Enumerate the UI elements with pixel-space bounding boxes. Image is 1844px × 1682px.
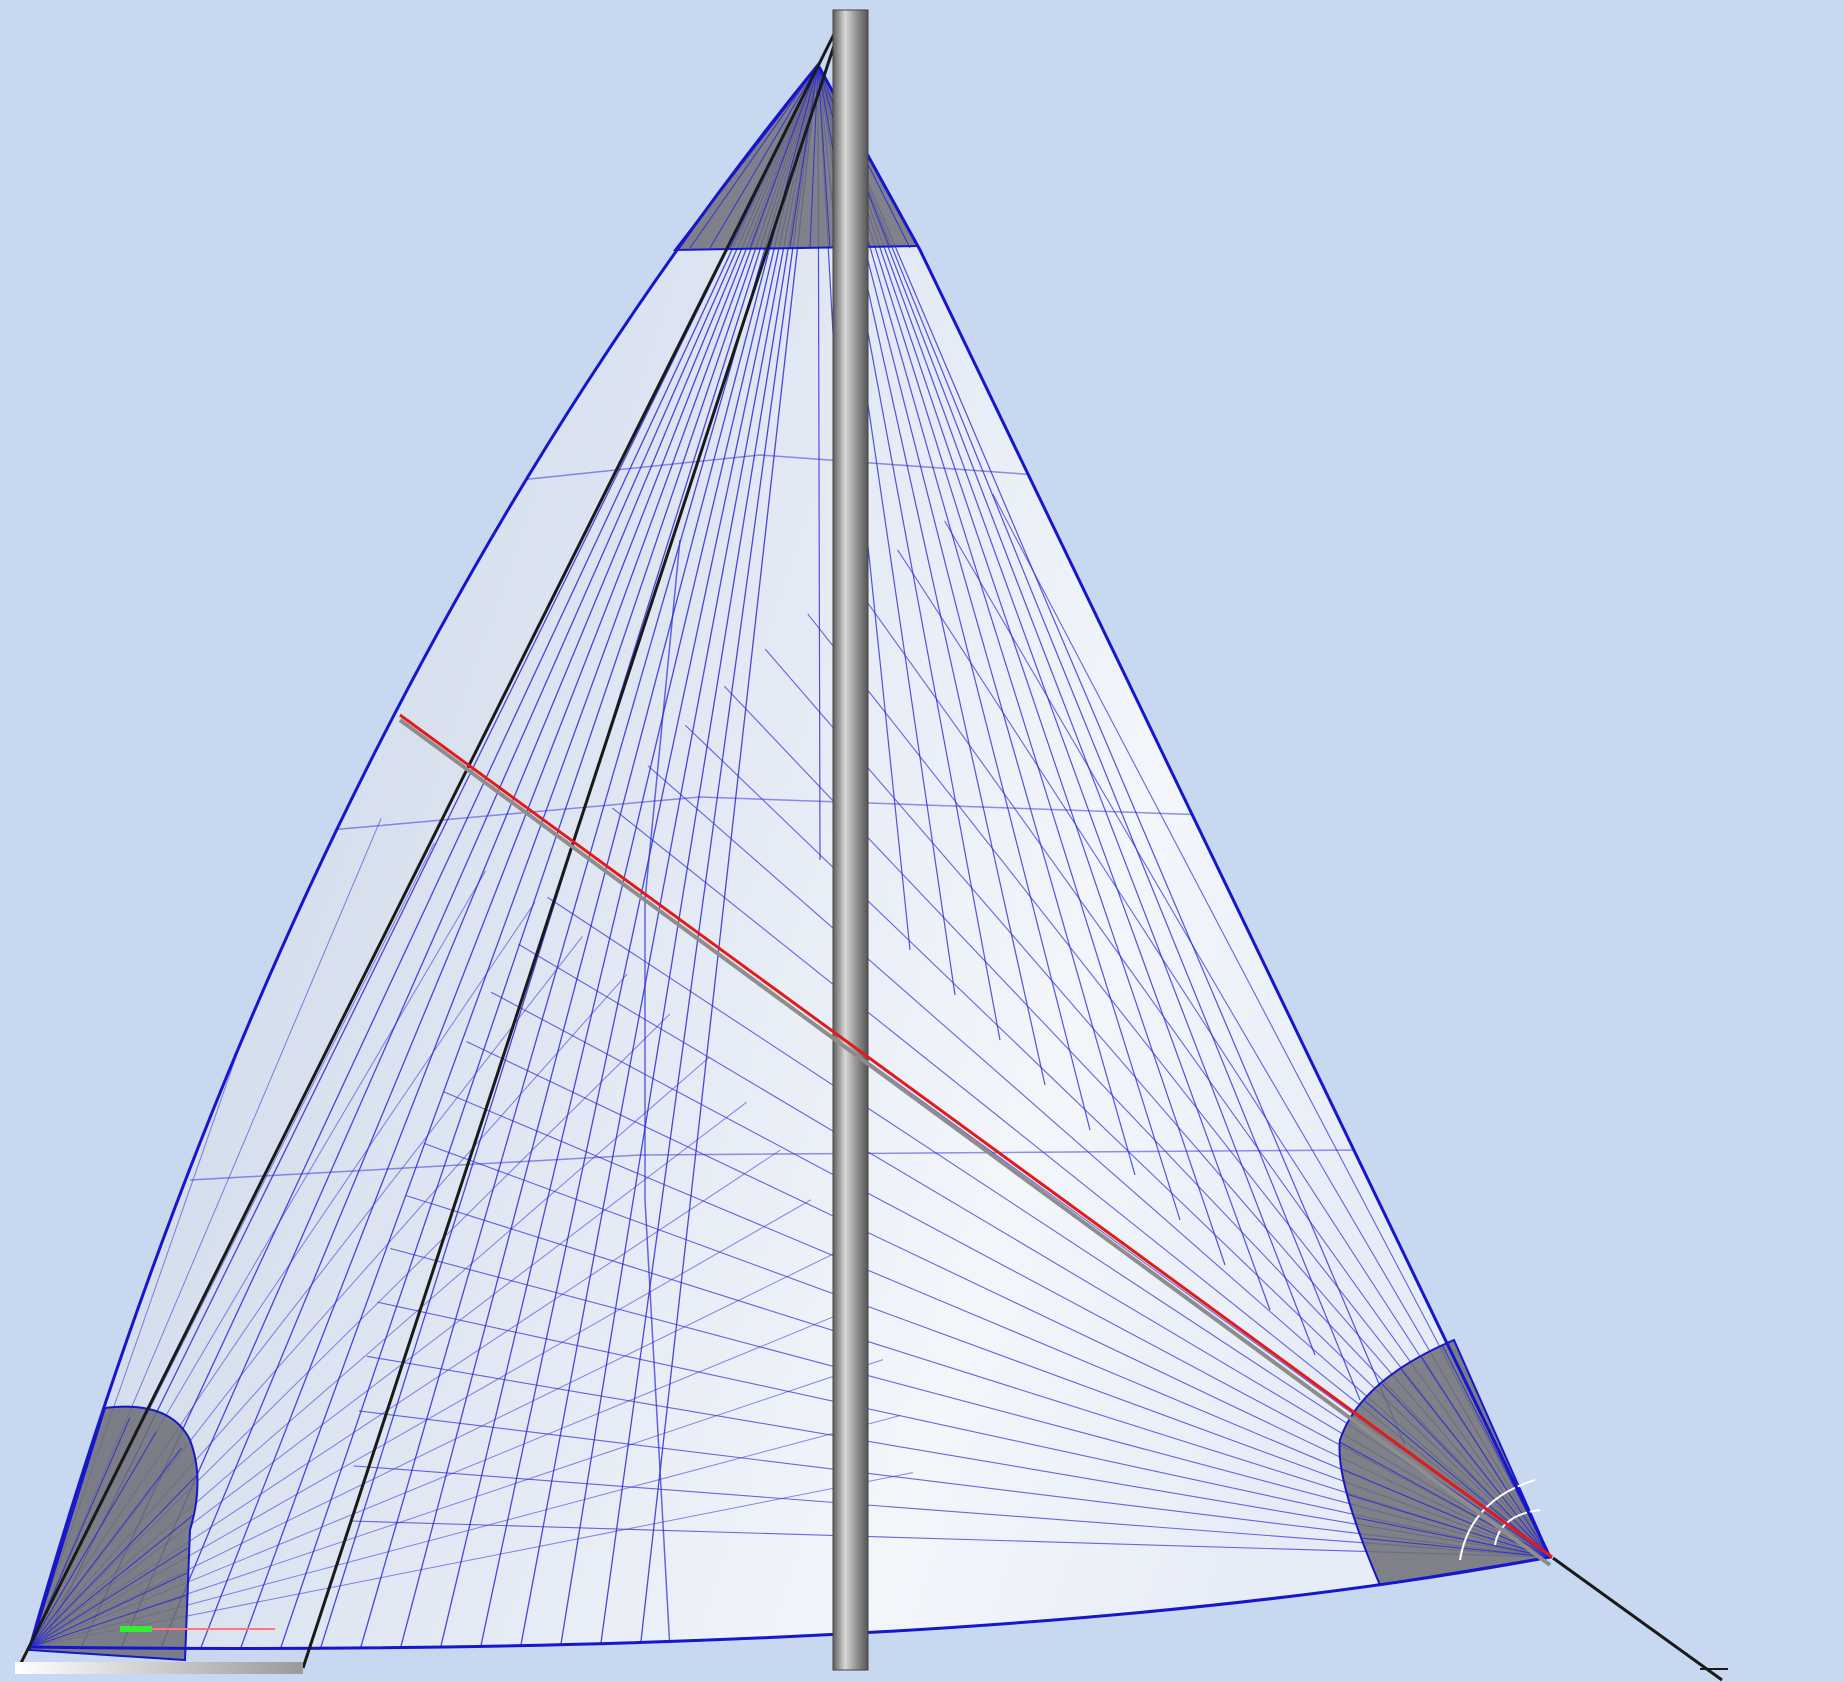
tack-patch-seam <box>30 1540 198 1648</box>
radial-seam-head-left <box>199 65 819 1649</box>
radial-seam-head-right <box>817 65 1226 1266</box>
clew-patch-seam <box>1339 1467 1550 1558</box>
tack-reinforcement-patch <box>28 1405 199 1662</box>
sail-cloth[interactable] <box>30 65 1550 1649</box>
radial-seam-head-right <box>817 65 1361 1401</box>
radial-seam-clew <box>353 1465 1550 1558</box>
radial-seam-head-left <box>439 65 819 1649</box>
tack-patch-seam <box>30 1467 198 1648</box>
sheet-line <box>1552 1556 1723 1682</box>
clew-patch-seam <box>1339 1496 1550 1558</box>
radial-seam-head-left <box>519 65 819 1649</box>
head-patch-seam <box>817 64 831 249</box>
radial-seam-head-right <box>817 65 1406 1446</box>
radial-seam-head-right <box>817 65 1136 1176</box>
clew-patch-seam <box>1339 1439 1550 1558</box>
luff-line-2 <box>301 11 847 1669</box>
radial-seam-head-left <box>399 65 819 1649</box>
tack-patch-seam <box>30 1447 182 1648</box>
radial-seam-head-right <box>817 65 1316 1356</box>
clew-ring-outer <box>1459 1479 1536 1561</box>
radial-seam-clew <box>358 1410 1550 1558</box>
head-patch-seam <box>689 64 819 249</box>
radial-seam-head-left <box>79 65 819 1649</box>
radial-seam-head-left <box>279 65 819 1649</box>
mast[interactable] <box>832 9 869 1671</box>
clew-patch-seam <box>1339 1526 1550 1558</box>
radial-seam-head-right <box>817 65 1271 1311</box>
measure-line-shadow <box>398 718 1552 1567</box>
radial-seam-head-left <box>639 65 819 1649</box>
boom[interactable] <box>15 1662 303 1674</box>
radial-seam-clew <box>366 1355 1550 1558</box>
radial-seam-head-left <box>599 65 819 1649</box>
radial-seam-head-left <box>239 65 819 1649</box>
radial-seam-head-left <box>159 65 819 1649</box>
vertical-mid-seam <box>644 539 681 1649</box>
radial-seam-clew <box>350 1520 1550 1558</box>
head-patch-seam <box>789 64 819 249</box>
luff-line-1 <box>18 11 847 1666</box>
radial-seam-head-left <box>559 65 819 1649</box>
belt-seam <box>329 796 1208 831</box>
head-patch-seam <box>749 64 819 249</box>
clew-reinforcement-patch <box>1338 1338 1552 1587</box>
radial-seam-head-right <box>817 65 1181 1221</box>
radial-seam-head-left <box>119 65 819 1649</box>
measure-line[interactable] <box>399 713 1553 1559</box>
tack-patch-seam <box>30 1489 198 1648</box>
tack-patch-seam <box>30 1513 198 1648</box>
head-patch-seam <box>709 64 819 249</box>
tack-patch-seam <box>30 1567 198 1648</box>
tack-patch-seam <box>30 1431 157 1648</box>
clew-ring-inner <box>1494 1509 1541 1546</box>
